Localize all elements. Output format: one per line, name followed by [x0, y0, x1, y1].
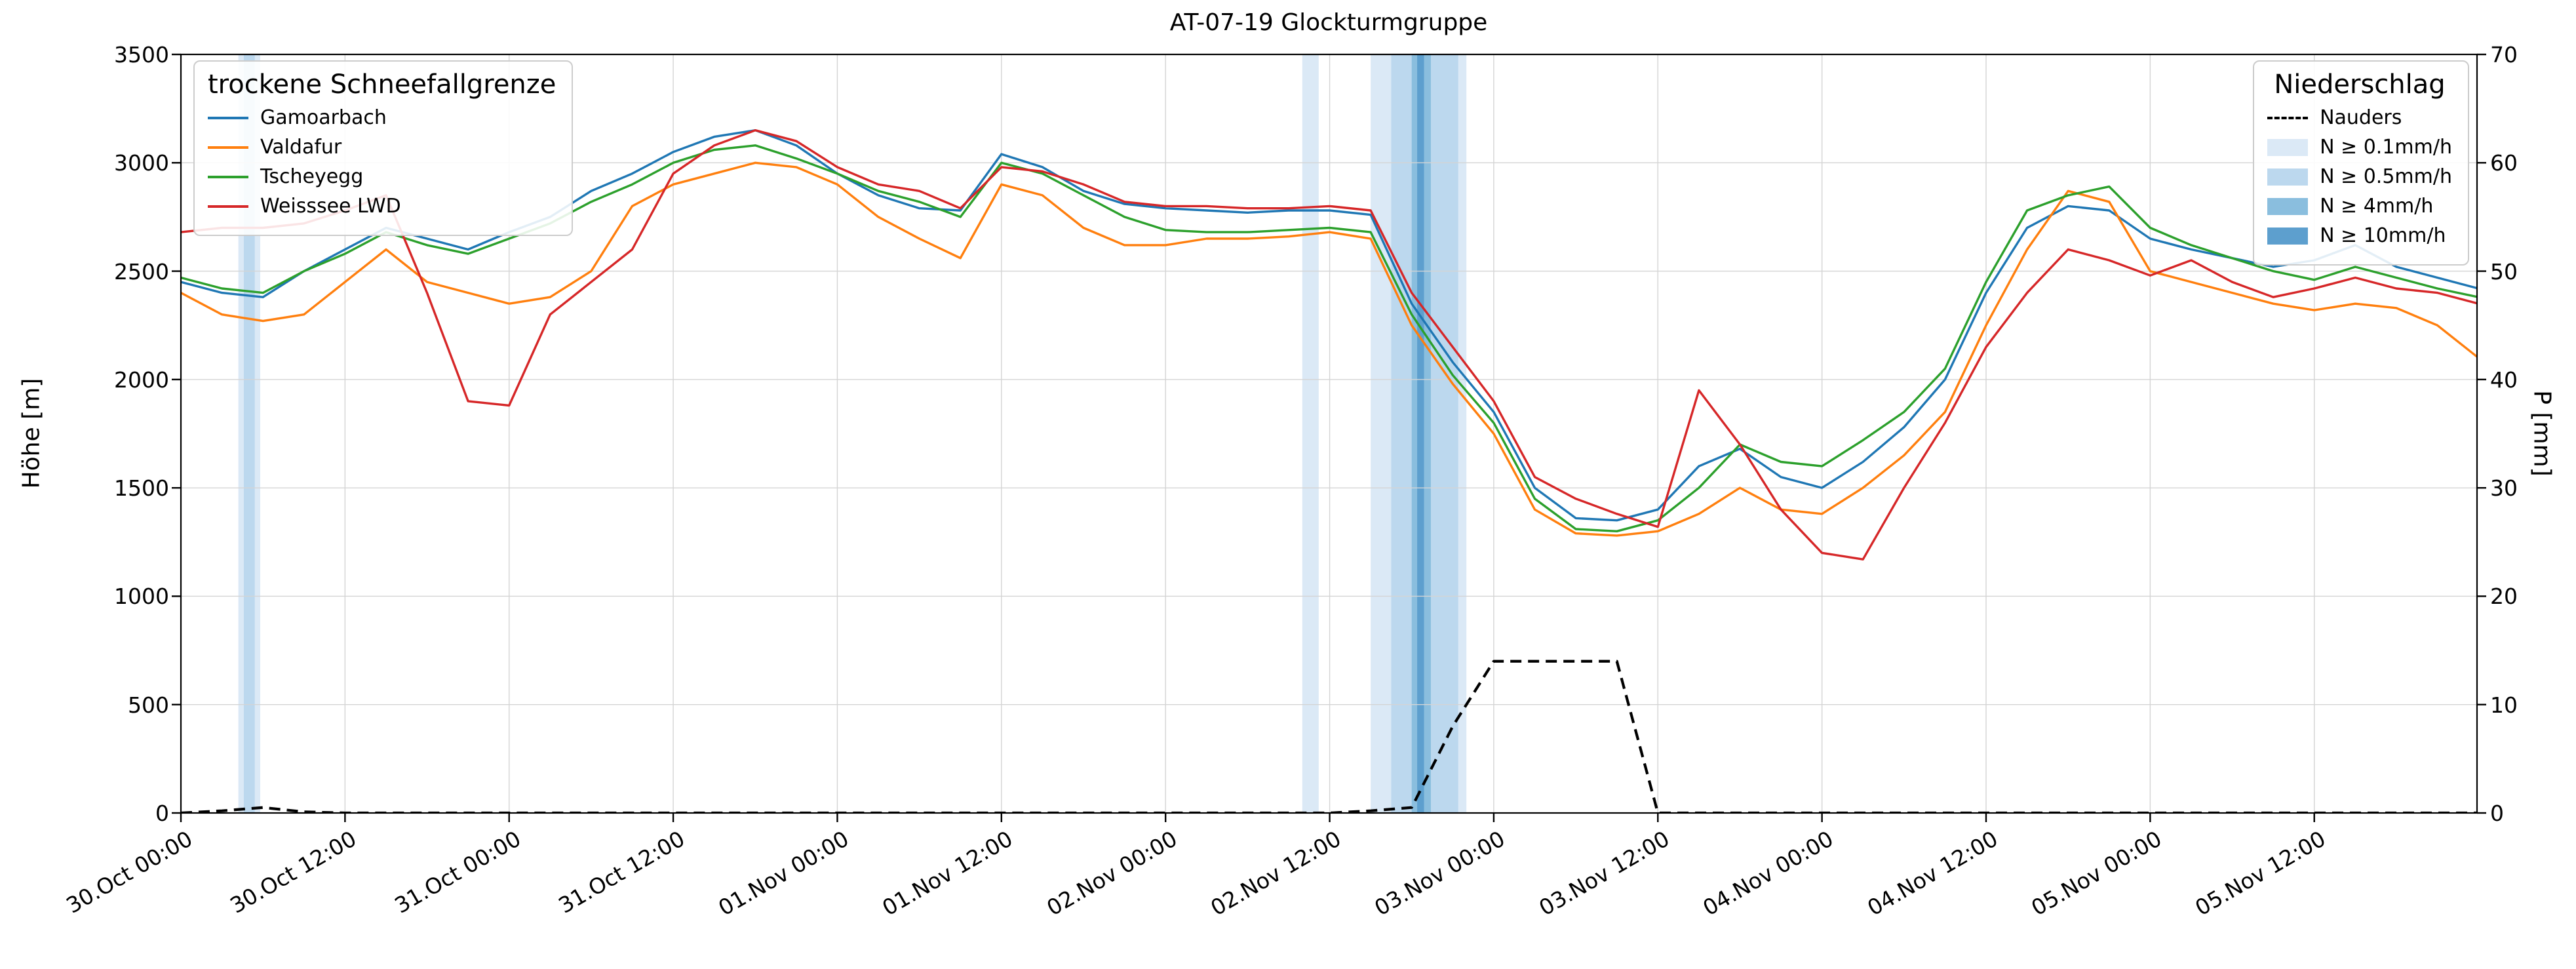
y-tick-label-left: 1500 [114, 475, 169, 502]
line-swatch-icon [208, 205, 248, 208]
legend-snowline-title: trockene Schneefallgrenze [208, 69, 556, 100]
legend-precip: Niederschlag Nauders N ≥ 0.1mm/h N ≥ 0.5mm… [2253, 60, 2469, 266]
y-tick-label-left: 3000 [114, 150, 169, 176]
legend-item-label: Gamoarbach [260, 106, 387, 129]
legend-item-label: N ≥ 4mm/h [2320, 195, 2434, 218]
precip-band-0.1 [1302, 54, 1319, 813]
legend-item-gamoarbach: Gamoarbach [208, 106, 556, 129]
chart-title: AT-07-19 Glockturmgruppe [1169, 9, 1488, 36]
precip-band-0.5 [243, 54, 255, 813]
y-axis-label-left: Höhe [m] [18, 378, 45, 489]
y-tick-label-left: 3500 [114, 42, 169, 68]
legend-item-label: Valdafur [260, 136, 342, 159]
band-swatch-icon [2267, 168, 2309, 186]
y-tick-label-left: 2000 [114, 366, 169, 393]
tick-marks [172, 53, 2486, 822]
y-axis-label-right: P [mm] [2528, 390, 2556, 477]
legend-item-valdafur: Valdafur [208, 136, 556, 159]
legend-item-band-4: N ≥ 4mm/h [2267, 195, 2452, 218]
precip-bands [238, 54, 1467, 813]
line-swatch-icon [208, 146, 248, 149]
y-tick-label-left: 1000 [114, 583, 169, 610]
legend-item-label: N ≥ 0.1mm/h [2320, 136, 2452, 159]
legend-item-nauders: Nauders [2267, 106, 2452, 129]
y-tick-label-right: 70 [2490, 42, 2518, 68]
legend-precip-title: Niederschlag [2274, 69, 2446, 100]
y-tick-label-right: 40 [2490, 366, 2518, 393]
legend-item-label: N ≥ 10mm/h [2320, 224, 2446, 247]
y-tick-label-right: 20 [2490, 583, 2518, 610]
legend-item-tscheyegg: Tscheyegg [208, 165, 556, 188]
y-tick-label-left: 2500 [114, 258, 169, 285]
series-line-valdafur [181, 161, 2477, 537]
legend-item-weisssee-lwd: Weisssee LWD [208, 195, 556, 218]
y-tick-label-right: 0 [2490, 801, 2504, 826]
band-swatch-icon [2267, 138, 2309, 156]
y-tick-label-left: 0 [155, 801, 169, 826]
y-tick-label-right: 50 [2490, 258, 2518, 285]
legend-item-band-0.1: N ≥ 0.1mm/h [2267, 136, 2452, 159]
band-swatch-icon [2267, 197, 2309, 215]
y-tick-label-right: 10 [2490, 692, 2518, 718]
y-tick-label-left: 500 [128, 692, 169, 718]
legend-item-label: N ≥ 0.5mm/h [2320, 165, 2452, 188]
legend-snowline: trockene Schneefallgrenze Gamoarbach Vald… [193, 60, 574, 236]
band-swatch-icon [2267, 227, 2309, 245]
legend-item-band-0.5: N ≥ 0.5mm/h [2267, 165, 2452, 188]
legend-item-label: Tscheyegg [260, 165, 364, 188]
precip-band-10 [1417, 54, 1424, 813]
legend-item-band-10: N ≥ 10mm/h [2267, 224, 2452, 247]
y-tick-label-right: 60 [2490, 150, 2518, 176]
legend-precip-items: Nauders N ≥ 0.1mm/h N ≥ 0.5mm/h N ≥ 4mm/h N … [2267, 106, 2452, 247]
legend-item-label: Weisssee LWD [260, 195, 401, 218]
y-tick-label-right: 30 [2490, 475, 2518, 502]
legend-snowline-items: Gamoarbach Valdafur Tscheyegg Weisssee LWD [208, 106, 556, 218]
legend-item-label: Nauders [2320, 106, 2402, 129]
line-swatch-icon [208, 116, 248, 119]
series-line-weisssee-lwd [181, 129, 2477, 561]
line-swatch-icon [208, 175, 248, 178]
dashed-line-swatch-icon [2267, 116, 2309, 119]
